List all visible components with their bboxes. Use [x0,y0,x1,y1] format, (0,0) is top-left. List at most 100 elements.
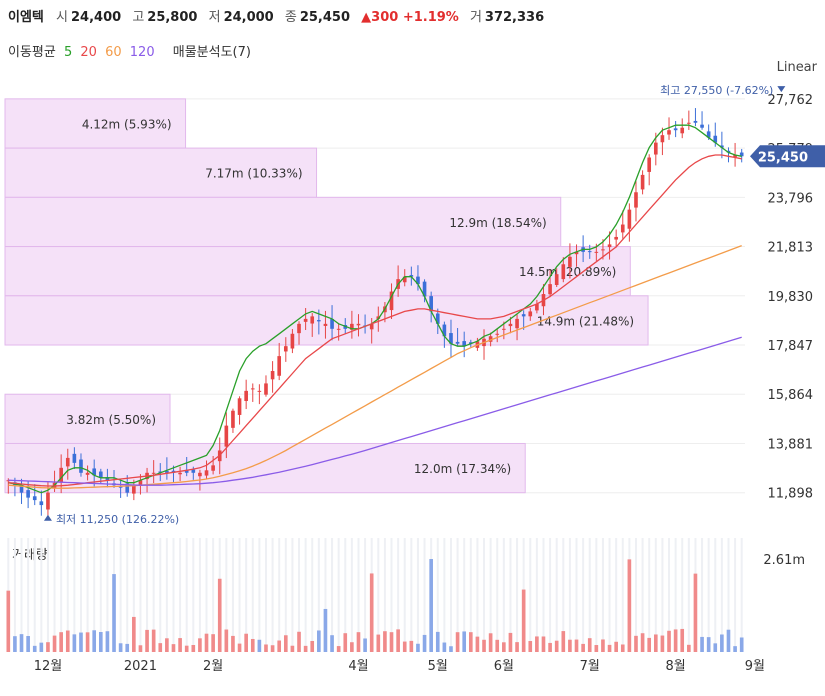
quote-header: 이엠텍 시 24,400 고 25,800 저 24,000 종 25,450 ▲300… [8,6,551,25]
candle-body [713,135,718,143]
close-label: 종 [284,10,297,25]
volume-bar [515,642,519,652]
volume-profile-label: 12.0m (17.34%) [414,462,511,476]
volume-bar [145,629,149,652]
price-change: ▲300 +1.19% [361,10,459,25]
candle-body [283,346,288,352]
candle-body [376,316,381,319]
volume-bar [640,633,645,652]
volume-bar [587,638,592,652]
volume-bar [706,637,711,652]
volume-bar [568,639,572,652]
candle-body [369,323,374,330]
volume-bar [323,608,328,652]
volume-bar [6,590,11,652]
ma-60-line [8,244,742,489]
volume-bar [317,630,321,652]
volume-bar [59,632,63,652]
y-tick-label: 11,898 [768,487,814,502]
close-value: 25,450 [299,10,351,25]
candle-body [125,483,130,493]
volume-profile-bar [4,442,526,494]
volume-profile-bar [4,246,631,297]
volume-profile-label[interactable]: 매물분석도(7) [172,45,251,60]
volume-bar [667,630,671,652]
volume-bar [125,643,130,652]
ma-legend-label[interactable]: 이동평균 [8,45,56,60]
volume-bar [383,631,387,652]
candle-body [105,477,110,481]
low-marker-icon [43,514,52,521]
candle-body [416,276,420,285]
ma-5-label[interactable]: 5 [63,45,73,60]
volume-bar [211,634,215,652]
volume-bar [151,629,156,652]
candle-body [317,320,321,322]
volume-bar [548,642,552,652]
y-tick-label: 23,796 [768,191,814,206]
candle-body [310,316,315,324]
ma-60-label[interactable]: 60 [105,45,122,60]
volume-bar [178,638,182,652]
volume-bar [224,629,229,652]
volume-bar [521,589,526,652]
candle-body [32,496,37,501]
candle-body [46,492,50,510]
volume-bar [118,643,123,652]
volume-bar [257,639,262,652]
volume-bar [726,629,731,652]
volume-profile-bar [4,147,318,198]
volume-bar [171,644,176,652]
candle-body [495,333,500,335]
open-label: 시 [56,10,68,25]
volume-bar [330,635,334,652]
candle-body [184,469,189,473]
candle-body [561,264,566,280]
volume-bar [98,631,103,652]
volume-bar [290,645,295,652]
ma-120-label[interactable]: 120 [129,45,155,60]
y-tick-label: 21,813 [768,241,814,256]
volume-bar [660,635,665,652]
volume-bar [310,640,315,652]
candle-body [720,145,724,148]
volume-bar [581,643,585,652]
candle-body [601,249,605,251]
volume-bar [277,640,282,652]
candle-body [620,224,625,233]
candle-body [726,150,731,153]
candle-body [607,244,612,248]
volume-bar [739,637,744,652]
candle-body [680,127,685,134]
volume-bar [264,644,268,652]
x-tick-label: 5월 [428,659,448,674]
candle-body [706,131,711,138]
candle-body [244,390,248,401]
candle-body [409,275,414,277]
y-tick-label: 27,762 [768,93,814,108]
volume-bar [720,634,724,652]
volume-bar [468,632,473,652]
stock-name: 이엠텍 [8,10,44,25]
candle-body [132,485,136,494]
volume-bar [416,643,420,652]
candle-body [455,341,460,344]
candle-body [237,398,242,415]
x-tick-label: 6월 [494,659,514,674]
volume-label: 거 [469,10,482,25]
candle-body [350,323,354,330]
volume-bar [297,631,301,652]
x-tick-label: 12월 [34,659,63,674]
candle-body [297,323,301,334]
candle-body [521,314,526,317]
volume-profile-label: 7.17m (10.33%) [205,167,302,181]
candle-body [303,318,308,322]
volume-bar [508,632,513,652]
volume-bar [231,635,235,652]
volume-bar [237,643,242,652]
ma-20-label[interactable]: 20 [80,45,97,60]
scale-mode-label[interactable]: Linear [776,60,817,75]
volume-bar [198,638,202,652]
volume-bar [429,559,433,652]
